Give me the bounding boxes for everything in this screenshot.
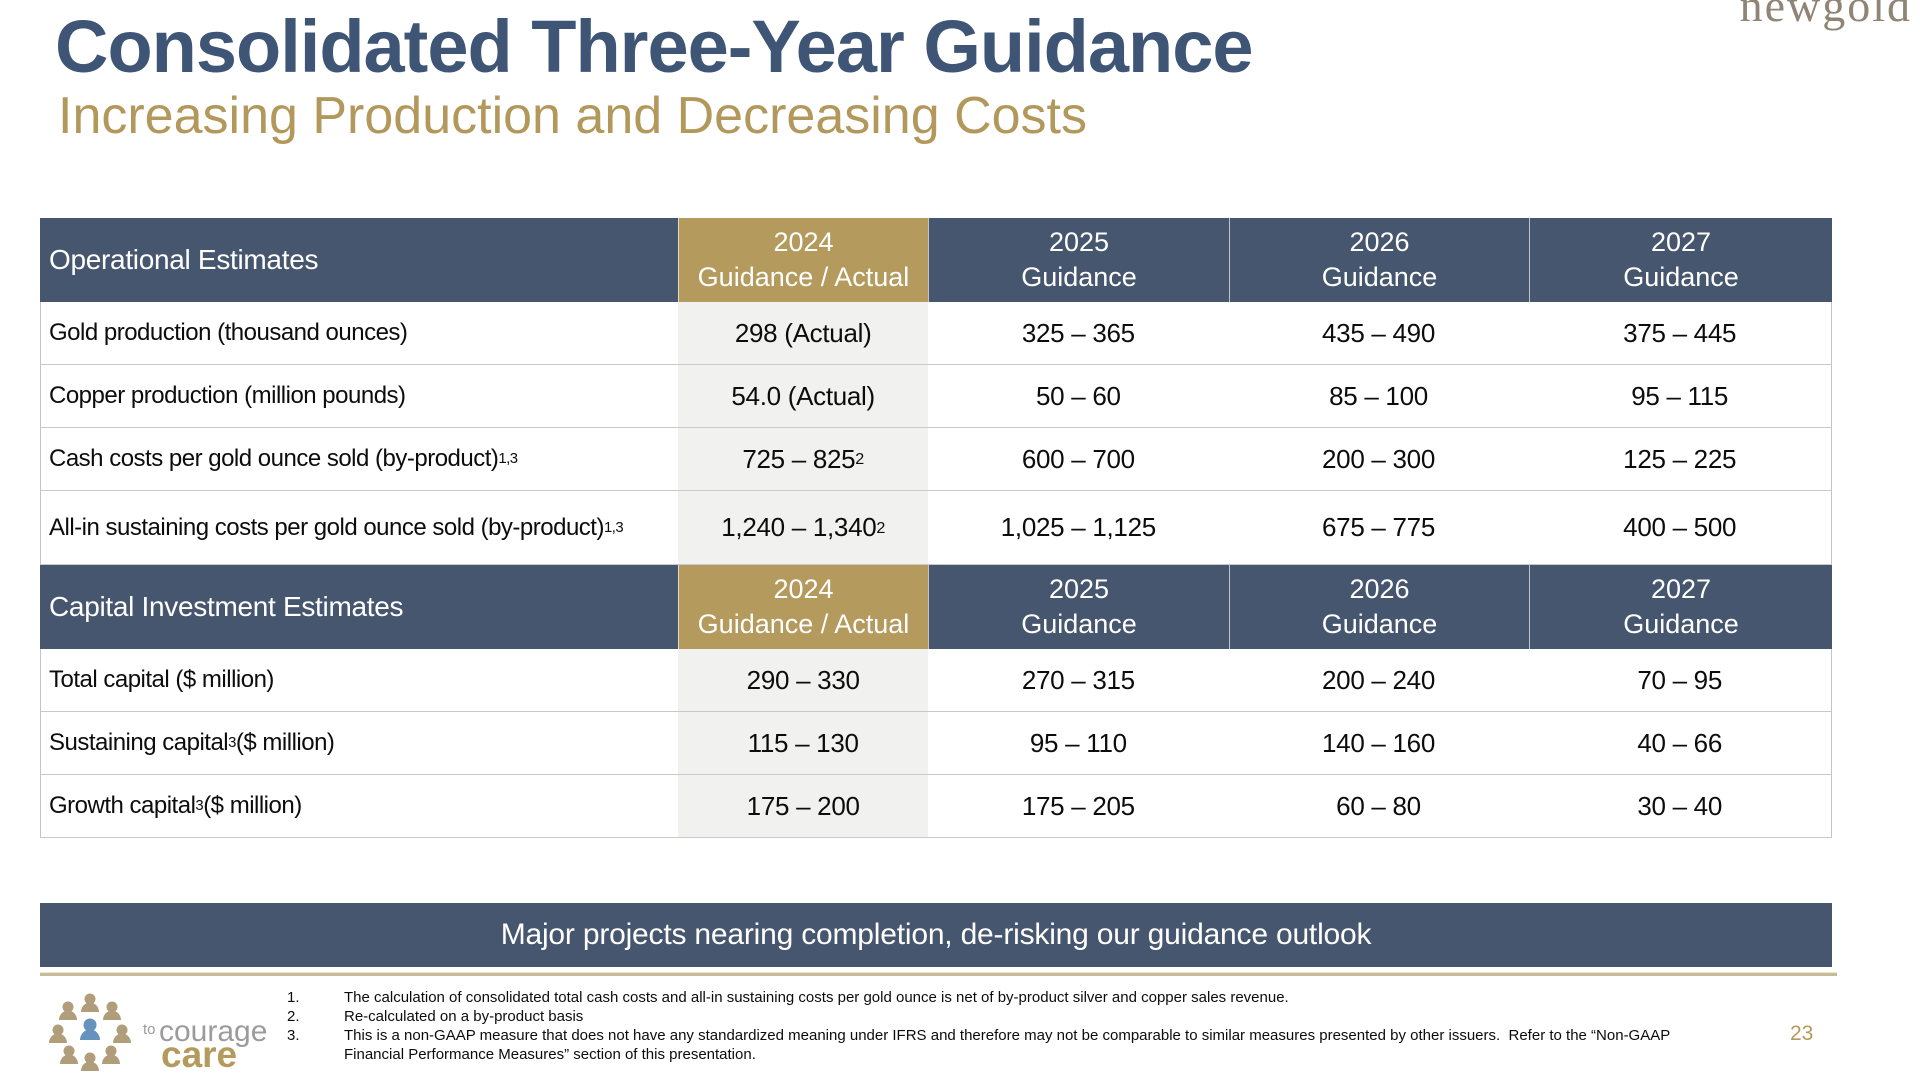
- care-logo-courage: courage: [159, 1015, 267, 1048]
- guidance-table: Operational Estimates 2024 Guidance / Actu…: [40, 218, 1832, 838]
- table-cell: 140 – 160: [1322, 727, 1435, 758]
- footnote-text: The calculation of consolidated total ca…: [344, 989, 1289, 1006]
- year-label: 2025: [1048, 227, 1110, 257]
- year-header-cell: 2024 Guidance / Actual: [678, 565, 928, 649]
- year-sublabel: Guidance: [1021, 262, 1137, 292]
- footnote-number: 1.: [287, 989, 300, 1006]
- table-cell: 40 – 66: [1637, 727, 1722, 758]
- table-cell: 1,025 – 1,125: [1000, 512, 1156, 542]
- year-label: 2026: [1349, 574, 1410, 604]
- year-sublabel: Guidance: [1321, 609, 1438, 639]
- table-row: All-in sustaining costs per gold ounce s…: [40, 491, 1832, 565]
- year-header-cell: 2026 Guidance: [1229, 218, 1529, 302]
- year-sublabel: Guidance / Actual: [697, 262, 910, 292]
- section-header-label: Operational Estimates: [49, 244, 319, 275]
- table-row: Growth capital 3 ($ million) 175 – 200 175 …: [40, 775, 1832, 838]
- year-header-cell: 2027 Guidance: [1529, 565, 1832, 649]
- section-header-label: Capital Investment Estimates: [49, 591, 404, 622]
- year-label: 2025: [1048, 574, 1110, 604]
- table-cell: 50 – 60: [1036, 380, 1121, 411]
- table-cell: 200 – 240: [1322, 664, 1435, 695]
- table-cell: 325 – 365: [1021, 317, 1135, 348]
- care-logo-care: care: [161, 1034, 237, 1072]
- table-cell: 125 – 225: [1623, 443, 1737, 474]
- newgold-logo: newgold: [1672, 0, 1912, 37]
- table-cell: 435 – 490: [1322, 317, 1435, 348]
- year-header-cell: 2026 Guidance: [1229, 565, 1529, 649]
- banner-underline: [40, 972, 1837, 976]
- table-cell: 60 – 80: [1336, 790, 1421, 821]
- table-cell: 85 – 100: [1329, 380, 1428, 411]
- table-row: Cash costs per gold ounce sold (by-produ…: [40, 428, 1832, 491]
- year-sublabel: Guidance: [1021, 609, 1137, 639]
- row-label: Cash costs per gold ounce sold (by-produ…: [49, 445, 518, 472]
- footnote-number: 2.: [287, 1008, 300, 1025]
- table-row: Total capital ($ million) 290 – 330 270 – …: [40, 649, 1832, 712]
- table-cell: 175 – 205: [1021, 790, 1135, 821]
- table-cell: 400 – 500: [1623, 512, 1737, 542]
- center-person-icon: [80, 1018, 100, 1040]
- table-cell: 375 – 445: [1623, 317, 1737, 348]
- table-cell: 95 – 110: [1029, 727, 1127, 758]
- table-cell: 115 – 130: [678, 712, 929, 774]
- table-cell: 270 – 315: [1021, 664, 1135, 695]
- footnote-text: This is a non-GAAP measure that does not…: [344, 1027, 1675, 1063]
- table-row: Copper production (million pounds) 54.0 (…: [40, 365, 1832, 428]
- people-cluster-icon: [49, 993, 131, 1071]
- table-cell: 175 – 200: [678, 775, 929, 837]
- table-cell: 200 – 300: [1322, 443, 1435, 474]
- row-label: Copper production (million pounds): [49, 382, 406, 409]
- year-label: 2024: [773, 227, 834, 257]
- table-header-row: Operational Estimates 2024 Guidance / Actu…: [40, 218, 1832, 302]
- courage-to-care-logo: to courage care: [49, 993, 267, 1072]
- year-label: 2027: [1650, 227, 1712, 257]
- year-sublabel: Guidance: [1321, 262, 1438, 292]
- table-cell: 298 (Actual): [678, 302, 929, 364]
- year-label: 2026: [1349, 227, 1410, 257]
- year-header-cell: 2024 Guidance / Actual: [678, 218, 928, 302]
- year-sublabel: Guidance: [1623, 262, 1739, 292]
- year-label: 2027: [1650, 574, 1712, 604]
- year-header-cell: 2025 Guidance: [928, 565, 1229, 649]
- table-cell: 1,240 – 1,340 2: [678, 491, 929, 564]
- table-cell: 600 – 700: [1021, 443, 1135, 474]
- row-label: Gold production (thousand ounces): [49, 319, 408, 346]
- care-logo-to: to: [143, 1021, 156, 1038]
- year-label: 2024: [773, 574, 834, 604]
- table-cell: 30 – 40: [1637, 790, 1722, 821]
- page-number: 23: [1790, 1022, 1814, 1045]
- key-message-text: Major projects nearing completion, de-ri…: [500, 918, 1372, 951]
- footnote-number: 3.: [287, 1027, 300, 1044]
- table-cell: 290 – 330: [678, 649, 929, 711]
- table-row: Sustaining capital 3 ($ million) 115 – 130…: [40, 712, 1832, 775]
- footnote-text: Re-calculated on a by-product basis: [344, 1008, 584, 1025]
- row-label: All-in sustaining costs per gold ounce s…: [49, 513, 624, 541]
- year-header-cell: 2027 Guidance: [1529, 218, 1832, 302]
- year-header-cell: 2025 Guidance: [928, 218, 1229, 302]
- table-cell: 54.0 (Actual): [678, 365, 929, 427]
- table-header-row: Capital Investment Estimates 2024 Guidance…: [40, 565, 1832, 649]
- page-subtitle: Increasing Production and Decreasing Cos…: [58, 87, 1088, 145]
- footnotes: 1. The calculation of consolidated total …: [287, 988, 1710, 1064]
- year-sublabel: Guidance: [1623, 609, 1739, 639]
- row-label: Total capital ($ million): [49, 666, 274, 693]
- newgold-logo-text: newgold: [1739, 0, 1912, 31]
- table-cell: 725 – 825 2: [678, 428, 929, 490]
- row-label: Sustaining capital 3 ($ million): [49, 729, 335, 756]
- table-row: Gold production (thousand ounces) 298 (Ac…: [40, 302, 1832, 365]
- year-sublabel: Guidance / Actual: [697, 609, 910, 639]
- table-cell: 95 – 115: [1631, 380, 1729, 411]
- table-cell: 70 – 95: [1637, 664, 1722, 695]
- key-message-banner: Major projects nearing completion, de-ri…: [40, 903, 1832, 967]
- table-cell: 675 – 775: [1322, 512, 1435, 542]
- page-title: Consolidated Three-Year Guidance: [55, 5, 1254, 88]
- row-label: Growth capital 3 ($ million): [49, 792, 302, 819]
